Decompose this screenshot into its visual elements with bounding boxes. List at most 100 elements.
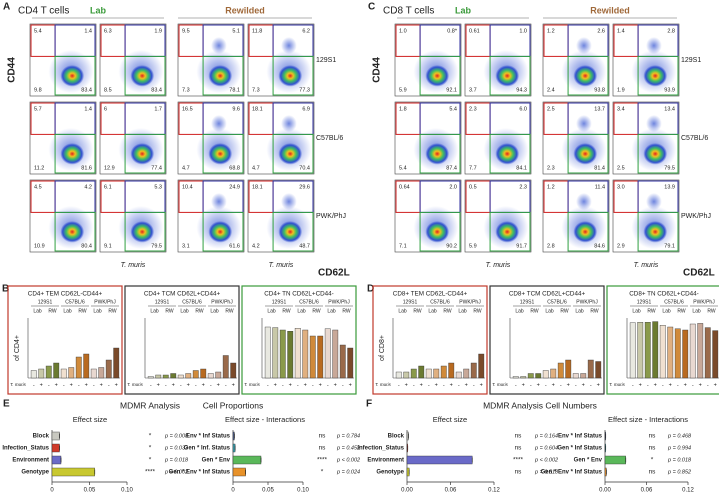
row-label: Gen * Inf. Status	[184, 446, 231, 452]
infection-sign: +	[40, 382, 43, 388]
bar	[347, 347, 354, 379]
quadrant-value: 61.6	[229, 243, 240, 249]
bar	[580, 373, 587, 379]
p-value: p = 0.994	[667, 445, 691, 451]
bar	[30, 370, 37, 379]
gate-br	[567, 133, 609, 174]
quadrant-value: 9.1	[104, 243, 112, 249]
env-label: RW	[225, 308, 234, 314]
env-label: RW	[165, 308, 174, 314]
bar	[185, 373, 192, 379]
quadrant-value: 83.4	[81, 87, 92, 93]
infection-sign: +	[100, 382, 103, 388]
infection-sign: -	[590, 382, 592, 388]
quadrant-value: 2.5	[547, 106, 555, 112]
quadrant-value: 2.3	[547, 165, 555, 171]
gate-br	[419, 211, 461, 252]
significance: *	[149, 445, 152, 452]
p-value: p = 0.018	[164, 457, 189, 463]
p-value: p < 0.002	[164, 469, 188, 475]
cell-density	[643, 143, 668, 165]
bar	[704, 327, 711, 379]
quadrant-value: 0.61	[469, 28, 480, 34]
bar	[105, 359, 112, 379]
bar	[667, 326, 674, 379]
infection-sign: -	[210, 382, 212, 388]
cell-density	[495, 143, 520, 165]
infection-sign: -	[647, 382, 649, 388]
quadrant-value: 3.4	[617, 106, 625, 112]
cell-density	[130, 65, 155, 87]
row-label: C57BL/6	[681, 135, 708, 142]
gate-br	[202, 55, 244, 96]
infection-sign: -	[297, 382, 299, 388]
quadrant-value: 24.9	[229, 184, 240, 190]
bar	[272, 327, 279, 379]
infection-sign: +	[217, 382, 220, 388]
quadrant-value: 13.7	[594, 106, 605, 112]
x-tick-label: 0.00	[599, 488, 611, 494]
infection-sign: -	[33, 382, 35, 388]
p-value: p = 0.604	[534, 445, 558, 451]
p-value: p = 0.008	[164, 433, 189, 439]
quadrant-value: 87.4	[446, 165, 457, 171]
strain-label: C57BL/6	[664, 299, 684, 305]
bar	[38, 368, 45, 379]
bar	[433, 368, 440, 379]
quadrant-value: 10.9	[34, 243, 45, 249]
x-tick-label: 0	[231, 488, 235, 494]
chart-title: Effect size	[73, 415, 107, 424]
infection-sign: +	[582, 382, 585, 388]
bar	[470, 362, 477, 379]
significance: ns	[649, 469, 657, 476]
quadrant-value: 1.9	[154, 28, 162, 34]
infection-sign: -	[165, 382, 167, 388]
row-label: 129S1	[316, 57, 336, 64]
gate-br	[567, 211, 609, 252]
quadrant-value: 4.7	[182, 165, 190, 171]
row-label: Environment	[12, 458, 49, 464]
row-label: Genotype	[21, 470, 49, 476]
strain-label: 129S1	[637, 299, 652, 305]
quadrant-value: 2.4	[547, 87, 555, 93]
effect-bar	[51, 455, 62, 465]
quadrant-value: 13.4	[664, 106, 675, 112]
env-label: RW	[707, 308, 716, 314]
env-label: Lab	[575, 308, 584, 314]
group-label: Rewilded	[590, 5, 630, 15]
effect-bar	[51, 431, 60, 441]
infection-sign: -	[545, 382, 547, 388]
significance: ns	[649, 445, 657, 452]
bar	[512, 376, 519, 379]
quadrant-value: 18.1	[252, 184, 263, 190]
infection-sign: -	[443, 382, 445, 388]
gate-br	[637, 211, 679, 252]
quadrant-value: 2.5	[617, 165, 625, 171]
quadrant-value: 79.5	[664, 165, 675, 171]
env-label: RW	[443, 308, 452, 314]
strain-label: PWK/PhJ	[693, 299, 715, 305]
cell-density	[281, 36, 297, 55]
quadrant-value: 93.8	[594, 87, 605, 93]
cell-density	[643, 221, 668, 243]
group-label: Lab	[90, 5, 107, 15]
x-axis-label: CD62L	[683, 268, 715, 279]
env-label: RW	[342, 308, 351, 314]
row-label: PWK/PhJ	[681, 213, 711, 220]
strain-label: C57BL/6	[65, 299, 85, 305]
infection-sign: +	[202, 382, 205, 388]
quadrant-value: 6	[104, 106, 107, 112]
x-axis-label: CD62L	[318, 268, 350, 279]
quadrant-value: 4.5	[34, 184, 42, 190]
quadrant-value: 80.4	[81, 243, 92, 249]
x-tick-label: 0.06	[641, 488, 653, 494]
strain-label: PWK/PhJ	[211, 299, 233, 305]
quadrant-value: 1.9	[617, 87, 625, 93]
effect-bar	[406, 455, 473, 465]
infection-sign: -	[48, 382, 50, 388]
x-tick-label: 0.00	[401, 488, 413, 494]
bar	[215, 371, 222, 379]
quadrant-value: 92.1	[446, 87, 457, 93]
strain-label: PWK/PhJ	[328, 299, 350, 305]
bar	[674, 328, 681, 379]
